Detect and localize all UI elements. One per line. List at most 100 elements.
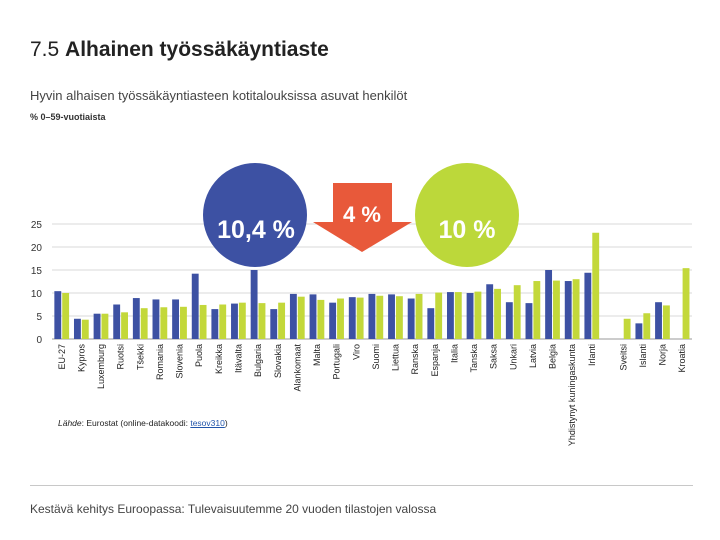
bar-2016-tanska bbox=[474, 291, 482, 339]
y-tick-label: 25 bbox=[31, 220, 43, 231]
bar-2016-ranska bbox=[415, 293, 423, 339]
y-tick-label: 15 bbox=[31, 266, 43, 277]
x-tick-label: Kroatia bbox=[677, 344, 687, 373]
x-tick-label: EU-27 bbox=[57, 344, 67, 370]
x-tick-label: Viro bbox=[351, 344, 361, 360]
bar-2005-kreikka bbox=[211, 309, 219, 339]
bar-2005-alankomaat bbox=[289, 293, 297, 339]
bar-2016-romania bbox=[160, 307, 168, 339]
x-tick-label: Irlanti bbox=[587, 344, 597, 366]
bar-2016-italia bbox=[454, 292, 462, 339]
bar-2005-liettua bbox=[388, 294, 395, 339]
x-tick-label: Yhdistynyt kuningaskunta bbox=[567, 344, 577, 446]
blue-circle bbox=[203, 163, 307, 267]
page-title: 7.5 Alhainen työssäkäyntiaste bbox=[30, 38, 329, 62]
bar-2005-slovakia bbox=[270, 309, 278, 339]
x-tick-label: Unkari bbox=[508, 344, 518, 370]
bar-2016-portugali bbox=[337, 298, 344, 339]
x-tick-label: Italia bbox=[449, 344, 459, 363]
bar-2016-norja bbox=[662, 305, 670, 339]
x-tick-label: Itävalta bbox=[234, 344, 244, 373]
source-suffix: ) bbox=[224, 418, 228, 428]
bar-2016-saksa bbox=[494, 288, 501, 339]
x-tick-label: Slovakia bbox=[273, 344, 283, 378]
bar-2016-itävalta bbox=[238, 302, 246, 339]
bar-chart: 0 5 10 15 20 25 10,4 % 4 % 10 % EU-27 Kypros Lu… bbox=[31, 163, 692, 446]
bar-2005-islanti bbox=[635, 323, 643, 339]
bar-2016-kroatia bbox=[682, 268, 690, 339]
bar-2005-slovenia bbox=[172, 299, 180, 339]
bar-2005-belgia bbox=[545, 270, 553, 339]
bar-2016-kypros bbox=[81, 319, 89, 339]
x-tick-label: Kypros bbox=[76, 344, 86, 373]
x-tick-label: Romania bbox=[155, 344, 165, 380]
bar-2005-tšekki bbox=[132, 298, 140, 339]
green-circle bbox=[415, 163, 519, 267]
x-tick-label: Saksa bbox=[489, 344, 499, 369]
bar-2016-kreikka bbox=[219, 304, 227, 339]
green-circle-value: 10 % bbox=[439, 216, 496, 244]
bar-2005-romania bbox=[152, 299, 160, 339]
x-tick-label: Slovenia bbox=[175, 344, 185, 379]
bar-2005-kypros bbox=[73, 318, 81, 339]
chart-subtitle: Hyvin alhaisen työssäkäyntiasteen kotita… bbox=[30, 88, 408, 103]
x-tick-label: Ruotsi bbox=[116, 344, 126, 370]
x-tick-label: Liettua bbox=[391, 344, 401, 371]
bar-2005-tanska bbox=[466, 293, 474, 339]
y-axis: 0 5 10 15 20 25 bbox=[31, 220, 43, 346]
bar-2016-tšekki bbox=[140, 308, 148, 339]
bar-2016-unkari bbox=[513, 285, 521, 339]
bar-2005-ranska bbox=[407, 298, 415, 339]
bar-2016-belgia bbox=[553, 280, 560, 339]
x-tick-label: Suomi bbox=[371, 344, 381, 370]
bar-2005-malta bbox=[309, 294, 317, 339]
x-tick-label: Kreikka bbox=[214, 344, 224, 374]
bar-2016-islanti bbox=[643, 313, 651, 339]
x-tick-label: Portugali bbox=[332, 344, 342, 380]
x-tick-label: Sveitsi bbox=[618, 344, 628, 371]
bar-2005-espanja bbox=[427, 308, 435, 339]
y-tick-label: 20 bbox=[31, 243, 43, 254]
bar-2016-slovenia bbox=[180, 306, 187, 339]
x-tick-label: Latvia bbox=[528, 344, 538, 368]
bar-2016-ruotsi bbox=[121, 312, 128, 339]
bar-2005-latvia bbox=[525, 303, 533, 339]
bar-2005-saksa bbox=[486, 284, 494, 339]
x-tick-label: Bulgaria bbox=[253, 344, 263, 377]
x-tick-label: Tanska bbox=[469, 344, 479, 373]
bar-2016-alankomaat bbox=[297, 296, 305, 339]
source-link[interactable]: tesov310 bbox=[190, 418, 225, 428]
bar-2005-luxemburg bbox=[93, 313, 101, 339]
bar-2016-suomi bbox=[376, 295, 384, 339]
bar-2016-luxemburg bbox=[101, 313, 109, 339]
title-text: Alhainen työssäkäyntiaste bbox=[65, 38, 329, 61]
source-note: Lähde: Eurostat (online-datakoodi: tesov… bbox=[58, 418, 228, 428]
bar-2005-irlanti bbox=[584, 272, 592, 339]
bar-2016-irlanti bbox=[592, 232, 600, 339]
unit-label: % 0–59-vuotiaista bbox=[30, 112, 106, 122]
bar-2005-puola bbox=[191, 273, 199, 339]
bar-2016-slovakia bbox=[278, 302, 286, 339]
bar-2016-yhdistynyt-kuningaskunta bbox=[572, 279, 580, 339]
x-tick-label: Malta bbox=[312, 344, 322, 366]
bar-2016-latvia bbox=[533, 281, 541, 339]
bar-2016-eu-27 bbox=[62, 293, 70, 339]
bar-2016-puola bbox=[199, 304, 207, 339]
bar-2016-liettua bbox=[395, 296, 403, 339]
source-prefix: Lähde bbox=[58, 418, 82, 428]
y-tick-label: 0 bbox=[36, 335, 42, 346]
bar-2005-itävalta bbox=[231, 303, 238, 339]
x-tick-label: Norja bbox=[658, 344, 668, 366]
arrow-value: 4 % bbox=[343, 202, 381, 227]
bar-2016-bulgaria bbox=[258, 303, 266, 339]
bars bbox=[54, 232, 690, 339]
bar-2016-malta bbox=[317, 299, 325, 339]
callout-graphics: 10,4 % 4 % 10 % bbox=[203, 163, 519, 267]
x-tick-label: Alankomaat bbox=[292, 344, 302, 392]
x-tick-label: Tšekki bbox=[135, 344, 145, 370]
blue-circle-value: 10,4 % bbox=[217, 216, 295, 244]
x-tick-label: Espanja bbox=[430, 344, 440, 377]
footer-text: Kestävä kehitys Euroopassa: Tulevaisuute… bbox=[30, 502, 437, 516]
bar-2005-suomi bbox=[368, 293, 376, 339]
bar-2005-viro bbox=[348, 297, 356, 339]
